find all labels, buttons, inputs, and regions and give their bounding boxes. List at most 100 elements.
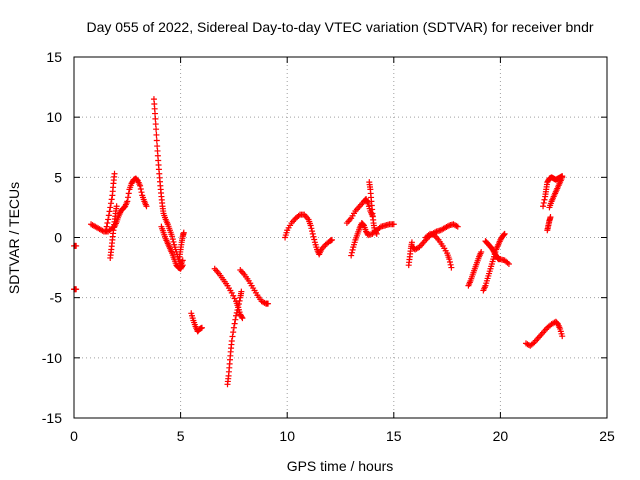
data-point bbox=[236, 297, 243, 304]
series-s10 bbox=[188, 310, 205, 335]
data-point bbox=[505, 260, 512, 267]
data-point bbox=[408, 239, 415, 246]
data-point bbox=[107, 200, 114, 207]
y-tick-label: -15 bbox=[42, 410, 62, 426]
data-point bbox=[153, 126, 160, 133]
data-point bbox=[232, 316, 239, 323]
data-point bbox=[152, 110, 159, 117]
data-point bbox=[308, 225, 315, 232]
y-tick-label: 10 bbox=[46, 109, 62, 125]
data-point bbox=[239, 315, 246, 322]
y-tick-label: 0 bbox=[54, 230, 62, 246]
data-point bbox=[143, 203, 150, 210]
series-s15 bbox=[343, 195, 376, 227]
y-tick-label: -5 bbox=[50, 290, 63, 306]
data-point bbox=[138, 189, 145, 196]
data-point bbox=[307, 222, 314, 229]
y-tick-label: 5 bbox=[54, 169, 62, 185]
data-point bbox=[501, 230, 508, 237]
x-tick-labels: 0 5 10 15 20 25 bbox=[70, 428, 615, 444]
data-point bbox=[180, 229, 187, 236]
data-point bbox=[169, 233, 176, 240]
data-point bbox=[108, 196, 115, 203]
series-s27 bbox=[546, 174, 566, 211]
x-tick-label: 25 bbox=[599, 428, 615, 444]
data-point bbox=[230, 329, 237, 336]
data-point bbox=[170, 238, 177, 245]
data-point bbox=[137, 186, 144, 193]
axis-ticks bbox=[73, 56, 608, 419]
data-point bbox=[348, 249, 355, 256]
data-point bbox=[309, 230, 316, 237]
data-point bbox=[349, 246, 356, 253]
data-point bbox=[153, 131, 160, 138]
data-point bbox=[228, 337, 235, 344]
data-point bbox=[446, 259, 453, 266]
series-s21 bbox=[465, 248, 485, 289]
y-axis-label: SDTVAR / TECUs bbox=[6, 182, 22, 294]
y-tick-label: -10 bbox=[42, 350, 62, 366]
data-point bbox=[446, 256, 453, 263]
data-point bbox=[559, 333, 566, 340]
data-point bbox=[373, 229, 380, 236]
series-s25 bbox=[544, 214, 554, 234]
data-point bbox=[105, 212, 112, 219]
data-point bbox=[500, 231, 507, 238]
data-point bbox=[234, 307, 241, 314]
data-point bbox=[238, 313, 245, 320]
series-s13 bbox=[237, 266, 272, 307]
series-s22 bbox=[480, 230, 508, 294]
data-point bbox=[169, 236, 176, 243]
x-tick-label: 0 bbox=[70, 428, 78, 444]
data-point bbox=[230, 292, 237, 299]
series-s04 bbox=[102, 170, 118, 234]
data-point bbox=[103, 223, 110, 230]
series-s14 bbox=[282, 211, 335, 258]
series-s19 bbox=[409, 221, 461, 253]
series-s20 bbox=[422, 230, 455, 271]
data-point bbox=[309, 228, 316, 235]
series-s01 bbox=[71, 242, 80, 249]
data-point bbox=[179, 263, 186, 270]
series-s18 bbox=[405, 239, 415, 269]
data-point bbox=[310, 233, 317, 240]
data-point bbox=[265, 300, 272, 307]
y-tick-label: 15 bbox=[46, 49, 62, 65]
data-point bbox=[311, 236, 318, 243]
data-point bbox=[229, 333, 236, 340]
data-point bbox=[106, 208, 113, 215]
data-point bbox=[124, 198, 131, 205]
series-s09 bbox=[176, 229, 187, 260]
x-tick-label: 15 bbox=[386, 428, 402, 444]
series-s23 bbox=[482, 238, 512, 267]
data-point bbox=[105, 216, 112, 223]
data-point bbox=[198, 324, 205, 331]
data-point bbox=[152, 115, 159, 122]
data-point bbox=[454, 223, 461, 230]
data-point bbox=[235, 301, 242, 308]
y-tick-labels: -15 -10 -5 0 5 10 15 bbox=[42, 49, 62, 426]
data-point bbox=[179, 262, 186, 269]
data-point bbox=[233, 309, 240, 316]
data-point bbox=[111, 170, 118, 177]
data-point bbox=[547, 214, 554, 221]
data-point bbox=[478, 248, 485, 255]
data-point bbox=[137, 182, 144, 189]
data-point bbox=[230, 324, 237, 331]
plot-frame bbox=[73, 56, 608, 419]
data-point bbox=[233, 312, 240, 319]
series-s08 bbox=[158, 223, 186, 272]
data-point bbox=[107, 204, 114, 211]
x-tick-label: 10 bbox=[279, 428, 295, 444]
series-s02 bbox=[71, 286, 80, 293]
grid bbox=[74, 57, 607, 418]
data-point bbox=[238, 288, 245, 295]
data-point bbox=[153, 137, 160, 144]
x-axis-label: GPS time / hours bbox=[287, 458, 394, 474]
data-point bbox=[125, 190, 132, 197]
data-point bbox=[540, 199, 547, 206]
data-points bbox=[71, 96, 566, 388]
data-point bbox=[448, 264, 455, 271]
data-point bbox=[447, 261, 454, 268]
